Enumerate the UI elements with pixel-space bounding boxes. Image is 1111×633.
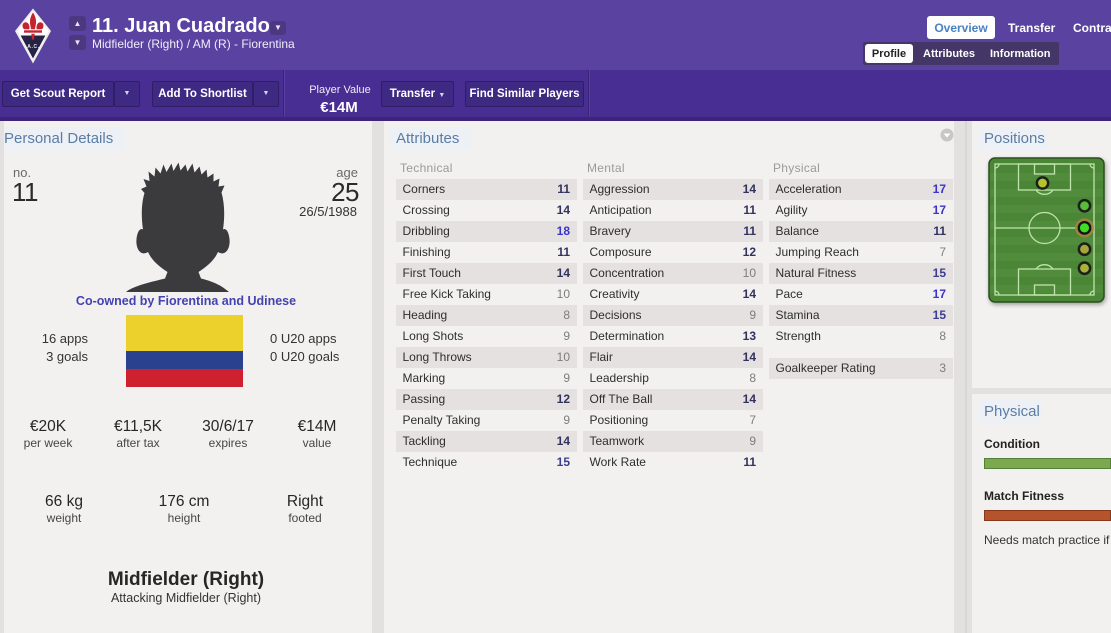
svg-text:A.C.: A.C. [27,44,39,50]
